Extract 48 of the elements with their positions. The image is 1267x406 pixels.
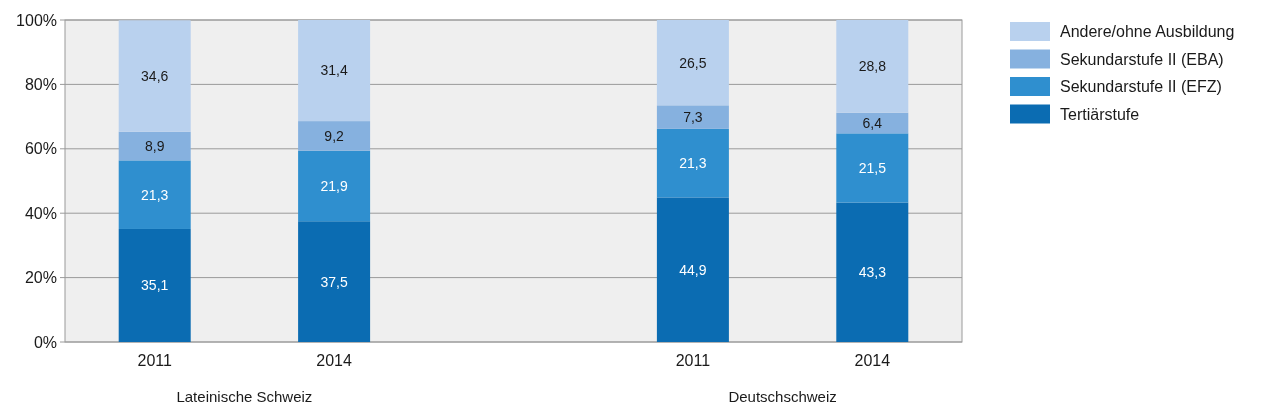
text: Lateinische Schweiz <box>176 388 313 405</box>
text: Deutschschweiz <box>728 388 837 405</box>
bar <box>118 20 191 132</box>
x-tick-label: 2014 <box>854 352 891 369</box>
data-label: 7,3 <box>683 108 703 125</box>
data-label: 21,9 <box>320 177 348 194</box>
data-label: 35,1 <box>141 277 169 294</box>
data-label: 9,2 <box>324 127 345 144</box>
data-label: 43,3 <box>858 264 887 281</box>
data-label: 26,5 <box>679 54 707 71</box>
data-label: 31,4 <box>320 62 348 79</box>
bar <box>836 112 909 134</box>
x-tick-label: 2011 <box>137 352 172 369</box>
x-tick-label: 2014 <box>316 352 352 369</box>
y-tick-label: 40% <box>24 204 57 222</box>
legend-label: Andere/ohne Ausbildung <box>1060 23 1235 41</box>
data-label: 6,4 <box>862 114 883 131</box>
legend-label: Sekundarstufe II (EFZ) <box>1060 78 1222 96</box>
y-tick-label: 80% <box>24 76 57 93</box>
bar <box>836 20 909 113</box>
bar <box>836 133 909 203</box>
y-tick-label: 60% <box>24 140 57 158</box>
bar <box>656 105 729 129</box>
x-tick-label: 2011 <box>675 352 711 369</box>
y-tick-label: 100% <box>16 11 57 29</box>
data-label: 21,3 <box>141 186 169 203</box>
data-label: 21,3 <box>679 155 707 172</box>
bar <box>118 160 191 229</box>
legend-label: Tertiärstufe <box>1060 105 1140 123</box>
y-tick-label: 0% <box>33 333 57 351</box>
bar <box>298 150 371 222</box>
bar <box>656 20 729 106</box>
y-tick-label: 20% <box>24 269 57 287</box>
bar <box>298 20 371 122</box>
bar <box>836 202 909 342</box>
legend-label: Sekundarstufe II (EBA) <box>1060 50 1224 68</box>
bar <box>656 197 729 342</box>
bar <box>118 228 191 342</box>
data-label: 44,9 <box>679 261 707 278</box>
data-label: 28,8 <box>858 58 887 75</box>
bar <box>118 131 191 161</box>
data-label: 21,5 <box>858 159 887 176</box>
data-label: 8,9 <box>144 137 165 154</box>
data-label: 34,6 <box>141 67 169 84</box>
bar <box>298 221 371 342</box>
bar <box>656 128 729 198</box>
bar <box>298 121 371 151</box>
data-label: 37,5 <box>320 273 348 290</box>
